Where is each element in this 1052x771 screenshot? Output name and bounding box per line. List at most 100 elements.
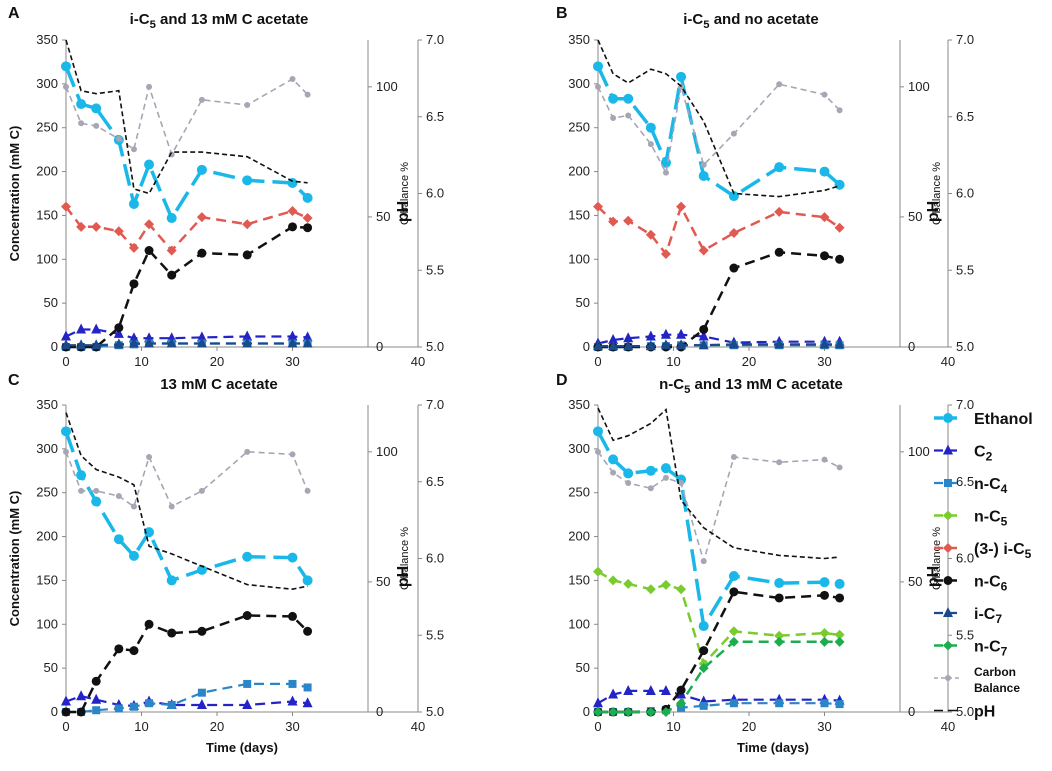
point-nC5 <box>819 628 830 639</box>
point-nC7 <box>834 636 845 647</box>
series-pH <box>65 39 308 195</box>
point-nC4 <box>129 702 138 711</box>
point-nC6 <box>835 593 845 603</box>
y-tick-label: 50 <box>576 295 590 310</box>
point-C2 <box>113 327 124 338</box>
x-tick-label: 40 <box>941 354 955 369</box>
point-iC5 <box>128 242 139 253</box>
point-Ethanol <box>623 93 634 104</box>
point-iC5 <box>76 221 87 232</box>
legend-item-nC7: n-C7 <box>934 639 1008 659</box>
legend-swatch-marker <box>943 444 953 455</box>
ph-tick-label: 7.0 <box>956 397 974 412</box>
point-iC5 <box>91 221 102 232</box>
series-nC6 <box>61 611 313 717</box>
y-tick-label: 200 <box>568 529 590 544</box>
point-Carbon <box>730 454 737 461</box>
series-line-pH <box>597 39 840 198</box>
point-iC5 <box>728 227 739 238</box>
point-nC5 <box>834 629 845 640</box>
point-Ethanol <box>834 578 845 589</box>
series-line-Carbon <box>597 83 841 176</box>
point-C2 <box>287 330 298 341</box>
point-nC6 <box>242 250 252 260</box>
point-nC4 <box>114 704 123 713</box>
ph-tick-label: 6.0 <box>956 186 974 201</box>
series-line-C2 <box>65 328 308 340</box>
x-tick-label: 30 <box>285 719 299 734</box>
point-Ethanol <box>61 61 71 72</box>
cbal-tick-label: 50 <box>376 574 390 589</box>
point-nC5 <box>676 584 687 595</box>
y-tick-label: 300 <box>36 441 58 456</box>
point-Carbon <box>78 487 85 494</box>
series-line-nC6 <box>66 225 308 349</box>
y-tick-label: 200 <box>568 164 590 179</box>
point-iC5 <box>287 206 298 217</box>
point-nC7 <box>698 663 709 674</box>
series-line-nC6 <box>598 251 840 349</box>
point-iC7 <box>302 337 313 348</box>
point-iC7 <box>774 338 785 349</box>
series-line-pH <box>597 407 840 560</box>
point-nC6 <box>129 279 139 289</box>
point-C2 <box>196 331 207 342</box>
panel-title: 13 mM C acetate <box>160 376 278 393</box>
point-C2 <box>76 690 87 701</box>
legend-label: Balance <box>974 681 1020 695</box>
point-C2 <box>91 323 102 334</box>
legend-item-nC4: n-C4 <box>934 476 1008 496</box>
point-C2 <box>242 698 253 709</box>
point-Carbon <box>63 448 69 455</box>
panel-letter: A <box>8 5 20 22</box>
ph-tick-label: 6.5 <box>426 109 444 124</box>
point-nC6 <box>774 247 784 257</box>
point-Ethanol <box>76 470 87 481</box>
point-Ethanol <box>196 564 207 575</box>
legend-label: C2 <box>974 444 993 464</box>
legend-swatch-marker <box>943 510 953 521</box>
legend-item-Carbon: Carbon Balance <box>934 665 1020 695</box>
point-nC7 <box>623 707 634 717</box>
y-tick-label: 150 <box>36 572 58 587</box>
point-nC6 <box>729 263 739 273</box>
series-C2 <box>61 323 313 343</box>
point-Carbon <box>78 120 85 127</box>
point-Carbon <box>289 76 296 83</box>
point-iC7 <box>623 340 634 351</box>
point-iC5 <box>302 213 313 224</box>
panel-title: i-C5 and 13 mM C acetate <box>130 11 309 31</box>
legend-swatch-marker <box>943 640 953 651</box>
point-Ethanol <box>645 465 656 476</box>
series-line-nC6 <box>66 614 309 714</box>
ph-tick-label: 6.5 <box>956 474 974 489</box>
point-C2 <box>645 684 656 695</box>
point-nC6 <box>114 323 124 333</box>
x-tick-label: 20 <box>210 719 224 734</box>
point-nC7 <box>728 636 739 647</box>
legend-swatch-marker <box>943 543 953 553</box>
ph-axis-label: pH <box>395 566 412 587</box>
point-Carbon <box>776 81 783 88</box>
ph-tick-label: 5.5 <box>426 627 444 642</box>
cbal-tick-label: 0 <box>376 339 383 354</box>
point-nC6 <box>303 626 313 636</box>
x-tick-label: 20 <box>742 719 756 734</box>
series-Ethanol <box>593 61 845 202</box>
point-nC4 <box>699 701 708 710</box>
point-nC6 <box>167 628 177 638</box>
x-tick-label: 30 <box>285 354 299 369</box>
point-Ethanol <box>128 199 139 210</box>
point-iC7 <box>91 339 102 350</box>
cbal-axis-label: C-balance % <box>931 162 943 225</box>
ph-tick-label: 6.0 <box>426 186 444 201</box>
y-tick-label: 250 <box>568 485 590 500</box>
point-nC4 <box>92 706 101 715</box>
point-iC5 <box>676 201 687 212</box>
panel-title: i-C5 and no acetate <box>683 11 818 31</box>
ph-tick-label: 7.0 <box>426 397 444 412</box>
cbal-tick-label: 50 <box>908 209 922 224</box>
point-C2 <box>196 698 207 709</box>
series-pH <box>597 407 840 560</box>
